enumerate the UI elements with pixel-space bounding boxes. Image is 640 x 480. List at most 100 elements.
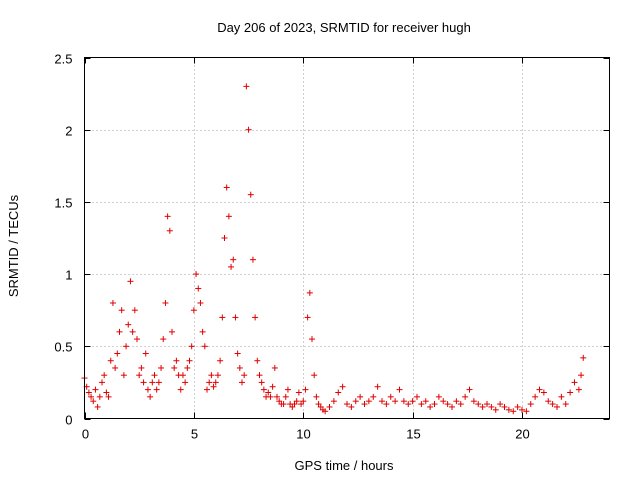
data-point <box>352 398 359 405</box>
data-point <box>357 393 364 400</box>
data-point <box>142 350 149 357</box>
data-point <box>112 364 119 371</box>
data-point <box>475 401 482 408</box>
data-point <box>492 406 499 413</box>
data-point <box>457 401 464 408</box>
data-point <box>99 379 105 386</box>
data-point <box>379 398 385 405</box>
data-point <box>558 393 565 400</box>
data-point <box>523 408 530 415</box>
data-point <box>201 343 208 350</box>
data-point <box>179 372 186 379</box>
data-point <box>120 372 127 379</box>
data-point <box>103 389 110 396</box>
data-point <box>501 403 508 410</box>
data-point <box>125 321 132 328</box>
data-point <box>249 256 256 263</box>
data-point <box>284 386 291 393</box>
data-point <box>449 403 455 410</box>
data-point <box>322 408 329 415</box>
data-point <box>554 403 560 410</box>
data-point <box>545 398 552 405</box>
data-point <box>212 379 219 386</box>
data-point <box>197 299 204 306</box>
data-point <box>217 357 224 364</box>
data-point <box>527 401 534 408</box>
data-point <box>94 403 101 410</box>
data-point <box>562 401 569 408</box>
data-point <box>158 364 165 371</box>
data-point <box>271 364 278 371</box>
data-point <box>444 401 451 408</box>
data-point <box>514 403 521 410</box>
data-point <box>118 307 125 314</box>
data-point <box>418 401 425 408</box>
axis-ticks: 0 5 10 15 20 0 0.5 1 1.5 2 2.5 <box>54 52 610 442</box>
data-point <box>427 403 434 410</box>
plot-frame <box>84 57 610 419</box>
data-point <box>309 336 315 343</box>
data-point <box>400 398 407 405</box>
x-tick-label: 0 <box>82 427 89 442</box>
data-point <box>228 263 235 270</box>
x-tick-label: 20 <box>515 427 529 442</box>
data-point <box>206 379 213 386</box>
data-point <box>223 184 230 191</box>
data-point <box>144 386 151 393</box>
data-point <box>392 398 399 405</box>
data-point <box>188 343 195 350</box>
x-tick-label: 15 <box>406 427 420 442</box>
y-axis-label: SRMTID / TECUs <box>6 194 21 297</box>
data-point <box>282 393 289 400</box>
data-point <box>440 398 447 405</box>
data-point <box>267 393 274 400</box>
data-point <box>138 364 145 371</box>
data-point <box>208 372 215 379</box>
y-tick-label: 1.5 <box>54 196 72 211</box>
data-point <box>293 398 300 405</box>
data-point <box>186 357 193 364</box>
data-point <box>280 401 287 408</box>
data-point <box>453 398 460 405</box>
data-point <box>116 328 123 335</box>
data-point <box>414 393 420 400</box>
data-point <box>361 401 368 408</box>
data-point <box>127 278 134 285</box>
data-point <box>344 401 350 408</box>
data-point <box>230 256 237 263</box>
data-point <box>114 350 121 357</box>
y-tick-label: 0.5 <box>54 340 72 355</box>
data-point <box>239 379 245 386</box>
data-point <box>214 372 221 379</box>
data-point <box>409 398 416 405</box>
data-point <box>190 307 197 314</box>
data-point <box>151 372 158 379</box>
data-point <box>162 299 169 306</box>
x-axis-label: GPS time / hours <box>295 458 394 473</box>
data-point <box>405 401 412 408</box>
y-tick-label: 2.5 <box>54 52 72 67</box>
data-points <box>81 83 587 415</box>
data-point <box>195 285 202 292</box>
data-point <box>232 314 239 321</box>
chart-title: Day 206 of 2023, SRMTID for receiver hug… <box>217 20 471 35</box>
data-point <box>265 389 272 396</box>
data-point <box>193 271 200 278</box>
data-point <box>153 386 160 393</box>
data-point <box>225 213 232 220</box>
data-point <box>339 383 346 390</box>
data-point <box>510 408 517 415</box>
grid-lines <box>84 57 610 419</box>
data-point <box>396 386 403 393</box>
data-point <box>295 389 302 396</box>
data-point <box>519 406 525 413</box>
data-point <box>247 191 254 198</box>
data-point <box>199 328 206 335</box>
y-tick-label: 1 <box>65 268 72 283</box>
data-point <box>92 386 99 393</box>
data-point <box>383 401 390 408</box>
data-point <box>435 393 442 400</box>
data-point <box>105 393 112 400</box>
data-point <box>101 372 108 379</box>
